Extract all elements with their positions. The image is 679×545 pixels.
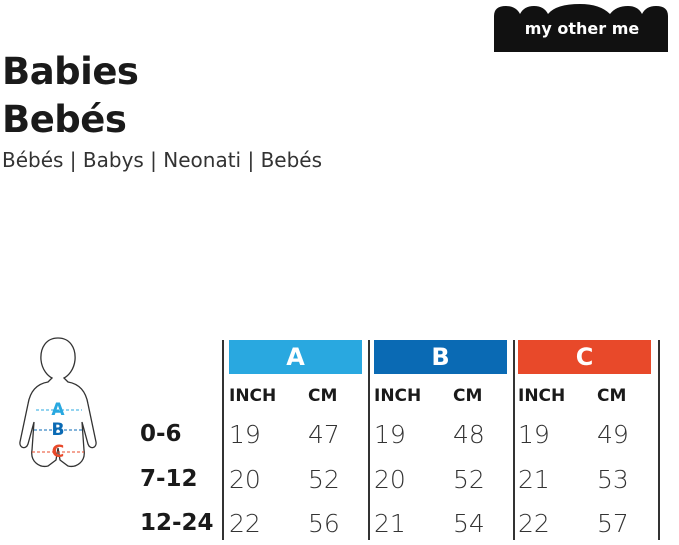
subheader: INCH xyxy=(374,386,422,406)
cell-value: 19 xyxy=(229,420,261,449)
cell-value: 52 xyxy=(308,465,340,494)
cell-value: 21 xyxy=(518,465,550,494)
cell-value: 54 xyxy=(453,509,485,538)
subheader: INCH xyxy=(518,386,566,406)
column-header: A xyxy=(229,340,362,374)
subheader: CM xyxy=(308,386,338,406)
cell-value: 20 xyxy=(374,465,406,494)
baby-figure: A B C xyxy=(19,337,97,468)
row-label: 7-12 xyxy=(140,466,198,492)
cell-value: 56 xyxy=(308,509,340,538)
label-b: B xyxy=(52,420,65,440)
cell-value: 21 xyxy=(374,509,406,538)
baby-outline xyxy=(19,337,97,468)
separator xyxy=(513,340,515,540)
label-a: A xyxy=(51,400,65,420)
cell-value: 20 xyxy=(229,465,261,494)
logo-shape xyxy=(494,4,668,52)
cell-value: 47 xyxy=(308,420,340,449)
subheader: CM xyxy=(597,386,627,406)
row-label: 0-6 xyxy=(140,421,182,447)
cell-value: 19 xyxy=(518,420,550,449)
cell-value: 22 xyxy=(229,509,261,538)
cell-value: 57 xyxy=(597,509,629,538)
separator xyxy=(368,340,370,540)
logo: my other me xyxy=(494,4,668,52)
row-label: 12-24 xyxy=(140,510,214,536)
cell-value: 53 xyxy=(597,465,629,494)
title-es: Bebés xyxy=(2,98,127,141)
cell-value: 52 xyxy=(453,465,485,494)
separator xyxy=(658,340,660,540)
column-header: C xyxy=(518,340,651,374)
logo-text: my other me xyxy=(525,19,640,38)
subheader: CM xyxy=(453,386,483,406)
subheader: INCH xyxy=(229,386,277,406)
cell-value: 22 xyxy=(518,509,550,538)
subtitle: Bébés | Babys | Neonati | Bebés xyxy=(2,148,323,172)
cell-value: 19 xyxy=(374,420,406,449)
cell-value: 49 xyxy=(597,420,629,449)
label-c: C xyxy=(52,442,64,462)
separator xyxy=(222,340,224,540)
title: Babies xyxy=(2,50,139,93)
cell-value: 48 xyxy=(453,420,485,449)
column-header: B xyxy=(374,340,507,374)
